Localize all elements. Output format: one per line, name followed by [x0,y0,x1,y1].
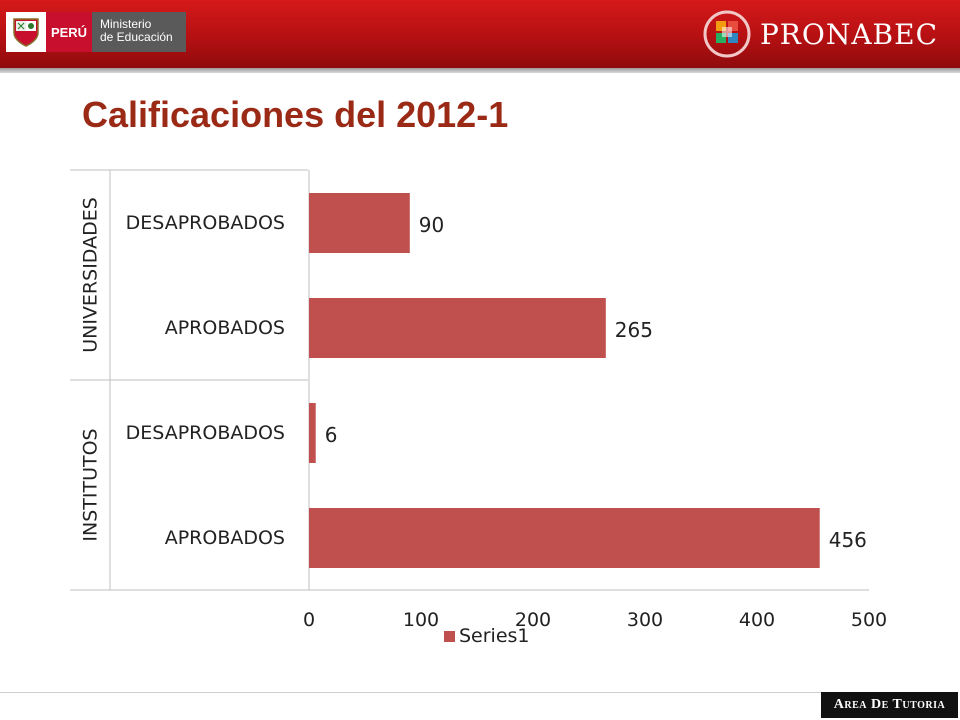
category-label: DESAPROBADOS [126,212,285,234]
header-divider [0,68,960,73]
x-tick-label: 100 [403,609,439,631]
ministry-line-1: Ministerio [100,17,152,31]
ministry-logo: PERÚ Ministerio de Educación [6,12,186,52]
x-tick-label: 500 [851,609,887,631]
x-tick-label: 200 [515,609,551,631]
header-bar: PERÚ Ministerio de Educación PRONABEC [0,0,960,68]
pronabec-emblem-icon [703,10,751,58]
group-label: UNIVERSIDADES [80,197,102,353]
x-tick-label: 300 [627,609,663,631]
category-label: DESAPROBADOS [126,422,285,444]
category-label: APROBADOS [165,527,285,549]
x-tick-label: 400 [739,609,775,631]
data-label: 456 [829,528,867,552]
category-label: APROBADOS [165,317,285,339]
bar-4 [309,508,820,568]
group-label: INSTITUTOS [80,428,102,541]
ministry-line-2: de Educación [100,30,173,44]
slide-title: Calificaciones del 2012-1 [82,94,509,135]
bar-2 [309,298,606,358]
footer-divider [0,692,821,693]
bar-1 [309,193,410,253]
legend-label: Series1 [459,625,530,647]
data-label: 90 [419,213,444,237]
bar-3 [309,403,316,463]
ministry-name: Ministerio de Educación [92,12,186,52]
legend-swatch [444,631,455,642]
crest-icon [6,12,46,52]
data-label: 265 [615,318,653,342]
pronabec-logo: PRONABEC [702,8,938,60]
brand-name: PRONABEC [759,17,938,51]
footer-tag: Area De Tutoria [821,692,958,718]
x-tick-label: 0 [303,609,315,631]
data-label: 6 [325,423,338,447]
country-label: PERÚ [46,12,92,52]
